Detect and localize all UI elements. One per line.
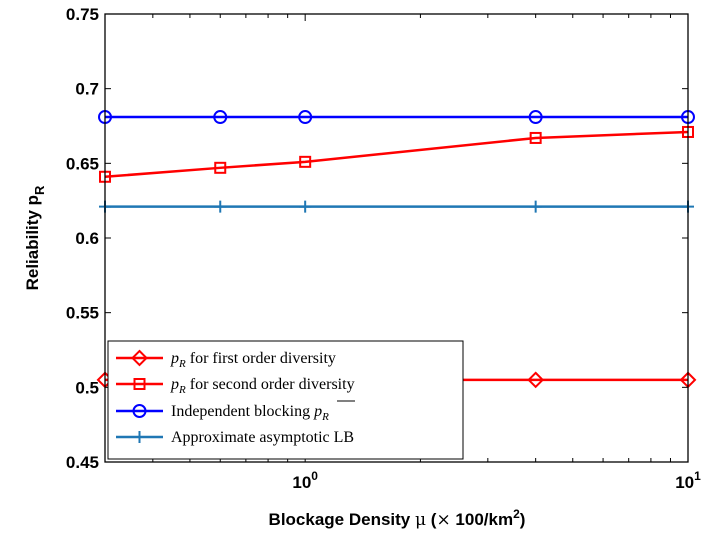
legend-label-first-order: pR for first order diversity (170, 350, 336, 370)
x-axis-title: Blockage Density μ (× 100/km2) (269, 507, 526, 530)
y-tick-label: 0.45 (66, 453, 99, 472)
legend-label-asymptotic: Approximate asymptotic LB (171, 429, 354, 446)
data-point-square (299, 155, 312, 168)
legend-diamond-marker (131, 349, 148, 367)
legend-plus-marker (133, 431, 146, 443)
y-tick-label: 0.65 (66, 154, 99, 173)
y-tick-label: 0.7 (75, 80, 99, 99)
y-axis-title: Reliability pR (23, 185, 47, 290)
y-tick-label: 0.6 (75, 229, 99, 248)
series-2 (99, 125, 694, 183)
legend-entry-independent: Independent blocking pR (116, 400, 355, 423)
legend-circle-marker (132, 404, 147, 418)
series-line (104, 130, 689, 179)
ticks-layer: 0.45 0.5 0.55 0.6 0.65 0.7 0.75 100 101 (66, 5, 701, 492)
legend-label-second-order: pR for second order diversity (170, 376, 355, 396)
data-point-plus (299, 200, 312, 213)
legend-entry-first-order: pR for first order diversity (116, 349, 336, 370)
data-point-square (529, 131, 542, 144)
data-point-circle (528, 110, 543, 125)
legend-entry-asymptotic: Approximate asymptotic LB (116, 429, 354, 446)
x-tick-label: 101 (675, 469, 701, 492)
legend-label-independent: Independent blocking pR (171, 403, 329, 423)
legend-box (107, 340, 464, 460)
y-tick-label: 0.75 (66, 5, 99, 24)
data-point-diamond (527, 371, 545, 389)
data-point-circle (298, 110, 313, 125)
legend-square-marker (133, 378, 146, 390)
data-point-circle (213, 110, 228, 125)
y-tick-label: 0.5 (75, 378, 99, 397)
legend: pR for first order diversity pR for seco… (107, 340, 464, 460)
data-point-plus (214, 200, 227, 213)
data-point-plus (529, 200, 542, 213)
data-point-square (214, 161, 227, 174)
legend-entry-second-order: pR for second order diversity (116, 376, 355, 396)
x-tick-label: 100 (292, 469, 318, 492)
y-tick-label: 0.55 (66, 304, 99, 323)
